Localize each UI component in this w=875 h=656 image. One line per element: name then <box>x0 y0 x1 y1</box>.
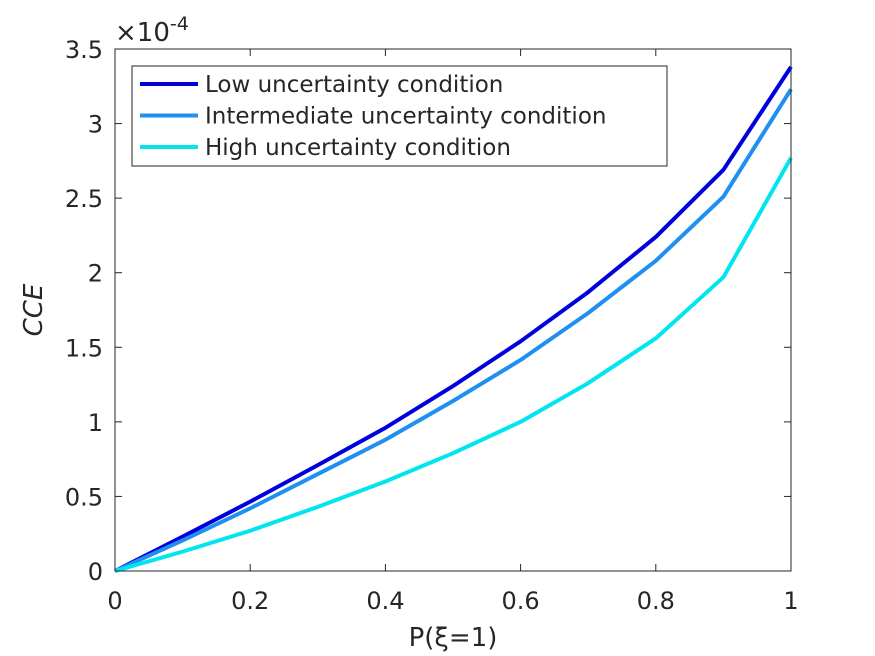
axis-ticks: 0 0.2 0.4 0.6 0.8 1 0 0.5 1 1.5 2 2.5 3 3.5 <box>65 36 799 615</box>
legend-box <box>131 65 668 167</box>
series-line-1 <box>114 65 793 573</box>
series-line-2 <box>114 88 793 573</box>
plot-frame <box>114 48 792 572</box>
y-tick-label: 2.5 <box>65 185 103 213</box>
series-line-3 <box>114 156 793 573</box>
legend-label-2: Intermediate uncertainty condition <box>205 104 606 130</box>
y-tick-label: 3 <box>88 111 103 139</box>
y-axis-title: CCE <box>19 283 49 336</box>
x-tick-label: 0 <box>107 587 122 615</box>
y-tick-label: 1 <box>88 409 103 437</box>
x-tick-label: 0.8 <box>637 587 675 615</box>
y-tick-label: 2 <box>88 260 103 288</box>
x-axis-title: P(ξ=1) <box>409 623 498 653</box>
x-tick-label: 1 <box>783 587 798 615</box>
y-tick-label: 3.5 <box>65 36 103 64</box>
y-exponent-label: ×10-4 <box>115 13 189 48</box>
y-tick-label: 1.5 <box>65 334 103 362</box>
x-tick-label: 0.6 <box>502 587 540 615</box>
x-tick-label: 0.2 <box>231 587 269 615</box>
legend-label-1: Low uncertainty condition <box>205 72 503 98</box>
legend: Low uncertainty condition Intermediate un… <box>131 65 668 167</box>
x-tick-label: 0.4 <box>366 587 404 615</box>
legend-label-3: High uncertainty condition <box>205 135 511 161</box>
y-tick-label: 0 <box>88 558 103 586</box>
y-tick-label: 0.5 <box>65 483 103 511</box>
series-lines <box>114 65 793 573</box>
